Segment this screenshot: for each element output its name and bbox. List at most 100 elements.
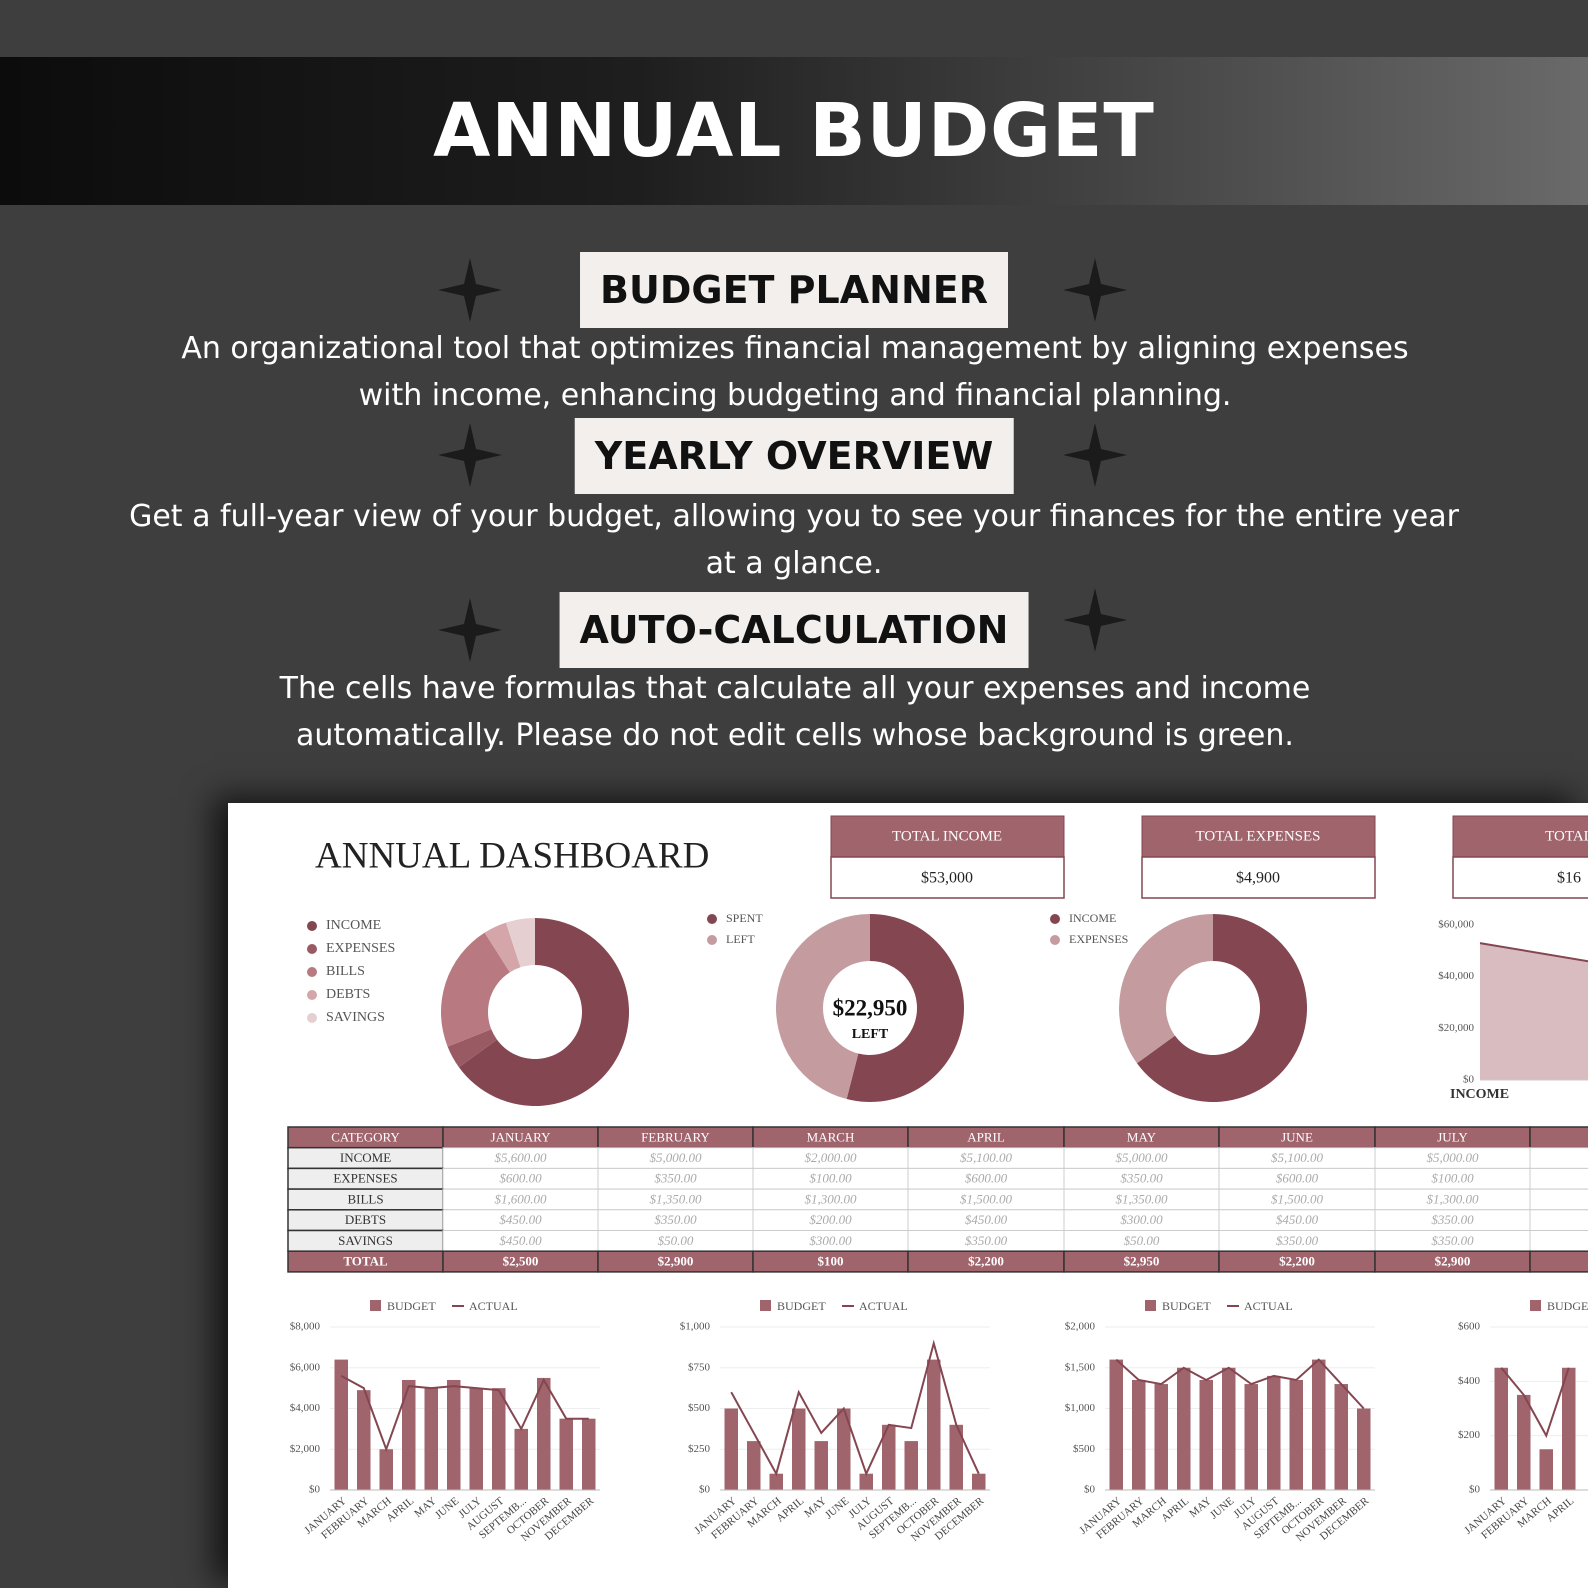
bar <box>424 1388 438 1490</box>
y-tick-label: $2,000 <box>290 1443 321 1455</box>
table-text: $5,100.00 <box>960 1150 1013 1165</box>
donut-slice <box>1119 914 1213 1064</box>
bar <box>469 1388 483 1490</box>
y-tick-label: $8,000 <box>290 1321 321 1333</box>
bar <box>927 1359 941 1490</box>
x-tick-label: JUNE <box>1208 1495 1237 1522</box>
y-tick-label: $1,000 <box>1065 1402 1096 1414</box>
table-text: $2,500 <box>503 1254 539 1269</box>
x-tick-label: MAY <box>802 1495 829 1520</box>
legend-label: ACTUAL <box>469 1299 518 1313</box>
bar <box>357 1390 371 1490</box>
legend-label: ACTUAL <box>859 1299 908 1313</box>
donut-slice <box>846 914 965 1102</box>
table-text: $350.00 <box>1276 1233 1319 1248</box>
table-text: $350.00 <box>1120 1171 1163 1186</box>
table-text: $600.00 <box>1276 1171 1319 1186</box>
bar <box>1267 1375 1281 1490</box>
table-text: $50.00 <box>658 1233 694 1248</box>
bar <box>882 1424 896 1490</box>
bar <box>379 1449 393 1490</box>
line <box>340 1375 589 1453</box>
legend-label: INCOME <box>1069 911 1116 925</box>
legend-swatch <box>1530 1300 1541 1311</box>
bar <box>334 1359 348 1490</box>
bar <box>514 1428 528 1490</box>
donut-slice <box>505 918 535 968</box>
line <box>1500 1367 1570 1439</box>
legend-dot <box>307 944 317 954</box>
legend-label: SAVINGS <box>326 1010 385 1025</box>
legend-swatch <box>1145 1300 1156 1311</box>
y-tick-label: $0 <box>699 1484 711 1496</box>
card-header <box>1452 815 1588 858</box>
table-cell <box>1529 1209 1588 1231</box>
table-text: JULY <box>1437 1129 1468 1144</box>
area <box>1480 943 1588 1080</box>
table-cell <box>1529 1167 1588 1190</box>
y-tick-label: $6,000 <box>290 1361 321 1373</box>
y-tick-label: $1,500 <box>1065 1361 1096 1373</box>
y-tick-label: $2,000 <box>1065 1321 1096 1333</box>
legend-label: EXPENSES <box>326 941 395 956</box>
table-text: $1,300.00 <box>805 1191 858 1206</box>
table-text: $2,200 <box>968 1254 1004 1269</box>
table-text: $350.00 <box>965 1233 1008 1248</box>
table-cell <box>1529 1230 1588 1252</box>
legend-dot <box>307 990 317 1000</box>
legend-dot <box>307 1013 317 1023</box>
bar <box>1312 1359 1326 1490</box>
table-text: $300.00 <box>809 1233 852 1248</box>
bar <box>1357 1408 1371 1490</box>
y-tick-label: $0 <box>1084 1484 1096 1496</box>
legend-label: BILLS <box>326 964 365 979</box>
bar <box>1334 1384 1348 1490</box>
y-tick-label: $750 <box>688 1361 711 1373</box>
bar <box>1539 1449 1553 1490</box>
table-cell <box>1529 1250 1588 1273</box>
bar <box>972 1473 986 1490</box>
feature-heading: BUDGET PLANNER <box>580 252 1008 328</box>
table-text: $100 <box>818 1254 844 1269</box>
table-text: EXPENSES <box>333 1171 397 1186</box>
table-text: $450.00 <box>1276 1212 1319 1227</box>
table-text: $600.00 <box>499 1171 542 1186</box>
table-text: JANUARY <box>491 1129 552 1144</box>
table-text: TOTAL <box>343 1254 388 1269</box>
legend-dot <box>707 914 717 924</box>
y-tick-label: $40,000 <box>1438 970 1474 982</box>
table-cell <box>1529 1188 1588 1211</box>
bar <box>1222 1367 1236 1490</box>
table-text: $5,100.00 <box>1271 1150 1324 1165</box>
table-text: $600.00 <box>965 1171 1008 1186</box>
legend-label: ACTUAL <box>1244 1299 1293 1313</box>
feature-text: The cells have formulas that calculate a… <box>279 671 1311 753</box>
x-tick-label: JUNE <box>433 1495 462 1522</box>
feature-heading: AUTO-CALCULATION <box>559 592 1029 668</box>
y-tick-label: $4,000 <box>290 1402 321 1414</box>
dashboard: ANNUAL DASHBOARD TOTAL INCOME $53,000 TOTAL… <box>287 815 1588 1544</box>
table-text: SAVINGS <box>338 1233 393 1248</box>
table-text: JUNE <box>1281 1129 1313 1144</box>
x-tick-label: JUNE <box>823 1495 852 1522</box>
feature-text: An organizational tool that optimizes fi… <box>181 331 1409 413</box>
bar <box>747 1441 761 1490</box>
page-title: ANNUAL BUDGET <box>433 88 1155 174</box>
y-tick-label: $0 <box>1469 1484 1481 1496</box>
table-text: $300.00 <box>1120 1212 1163 1227</box>
bar <box>447 1379 461 1490</box>
donut-center <box>824 962 916 1054</box>
table-text: $5,000.00 <box>650 1150 703 1165</box>
bar <box>769 1473 783 1490</box>
y-tick-label: $600 <box>1458 1321 1481 1333</box>
bar <box>537 1377 551 1490</box>
center-label: LEFT <box>852 1027 889 1042</box>
table-text: $100.00 <box>1431 1171 1474 1186</box>
bar <box>859 1473 873 1490</box>
table-text: $450.00 <box>965 1212 1008 1227</box>
feature-text: Get a full-year view of your budget, all… <box>129 499 1459 581</box>
card-label: TOTAL <box>1545 828 1588 844</box>
table-text: $2,900 <box>658 1254 694 1269</box>
legend-label: EXPENSES <box>1069 932 1128 946</box>
